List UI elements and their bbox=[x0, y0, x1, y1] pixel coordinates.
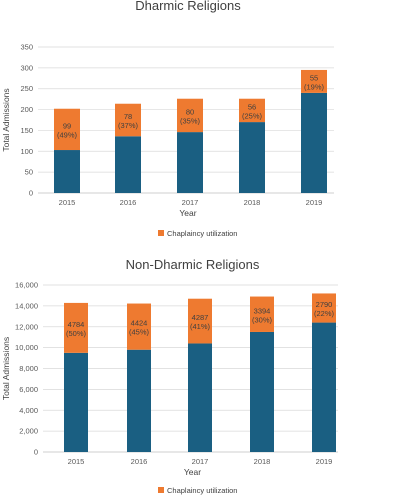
chart-1-data-label-value: 99 bbox=[63, 121, 71, 130]
chart-2-y-tick-label: 12,000 bbox=[15, 322, 38, 331]
chart-1-bar-base bbox=[239, 122, 265, 193]
chart-1-data-label-value: 80 bbox=[186, 107, 194, 116]
chart-1-bar-chaplaincy bbox=[301, 69, 327, 93]
chart-2-bar-base bbox=[64, 352, 88, 452]
chart-1-data-label-percent: (19%) bbox=[304, 82, 325, 91]
chart-2-y-tick-label: 10,000 bbox=[15, 343, 38, 352]
chart-2-legend-swatch bbox=[158, 487, 164, 493]
chart-1-data-label-percent: (37%) bbox=[118, 121, 139, 130]
chart-2-data-label-value: 4424 bbox=[131, 319, 148, 328]
chart-2-y-tick-label: 16,000 bbox=[15, 281, 38, 290]
chart-2-x-tick-label: 2016 bbox=[131, 457, 148, 466]
chart-2-bar-chaplaincy bbox=[250, 296, 274, 332]
chart-2-bar-chaplaincy bbox=[188, 298, 212, 344]
chart-2-data-label-percent: (45%) bbox=[129, 328, 150, 337]
chart-1-bar-chaplaincy bbox=[54, 108, 80, 151]
chart-2-data-label-percent: (41%) bbox=[190, 322, 211, 331]
chart-2-title: Non-Dharmic Religions bbox=[126, 257, 260, 272]
chart-1-data-label-percent: (35%) bbox=[180, 116, 201, 125]
chart-1-y-tick-label: 250 bbox=[20, 84, 33, 93]
chart-1-data-label-value: 56 bbox=[248, 102, 256, 111]
chart-2-x-tick-label: 2017 bbox=[192, 457, 209, 466]
chart-2-data-label-value: 2790 bbox=[316, 300, 333, 309]
chart-2-data-label-percent: (22%) bbox=[314, 309, 335, 318]
chart-1-data-label-percent: (25%) bbox=[242, 111, 263, 120]
chart-1-y-tick-label: 350 bbox=[20, 43, 33, 52]
chart-2-data-label-value: 3394 bbox=[254, 306, 271, 315]
chart-2-y-axis-label: Total Admissions bbox=[1, 337, 11, 400]
chart-2-x-axis-label: Year bbox=[184, 467, 201, 477]
chart-2-data-label-value: 4784 bbox=[68, 320, 85, 329]
chart-1-bar-base bbox=[115, 136, 141, 193]
chart-2-bar-base bbox=[250, 331, 274, 452]
chart-1-y-tick-label: 50 bbox=[25, 168, 33, 177]
chart-1-x-tick-label: 2017 bbox=[182, 198, 199, 207]
chart-1-x-tick-label: 2018 bbox=[244, 198, 261, 207]
chart-2-data-label-value: 4287 bbox=[192, 313, 209, 322]
chart-2-y-tick-label: 4,000 bbox=[19, 406, 38, 415]
chart-2-legend-label: Chaplaincy utilization bbox=[167, 486, 237, 495]
chart-1-y-tick-label: 150 bbox=[20, 126, 33, 135]
chart-1-data-label-value: 55 bbox=[310, 73, 318, 82]
chart-1-legend-label: Chaplaincy utilization bbox=[167, 229, 237, 238]
chart-1-title: Dharmic Religions bbox=[135, 0, 241, 13]
chart-1-y-tick-label: 300 bbox=[20, 63, 33, 72]
chart-1-y-axis-label: Total Admissions bbox=[1, 88, 11, 151]
chart-2-data-label-percent: (50%) bbox=[66, 329, 87, 338]
chart-1-data-label-value: 78 bbox=[124, 112, 132, 121]
chart-2-bar-chaplaincy bbox=[127, 303, 151, 350]
chart-1-bar-chaplaincy bbox=[115, 103, 141, 137]
chart-2-bar-base bbox=[188, 343, 212, 452]
chart-2-x-tick-label: 2015 bbox=[68, 457, 85, 466]
chart-2-bar-chaplaincy bbox=[64, 302, 88, 353]
chart-2-y-tick-label: 2,000 bbox=[19, 427, 38, 436]
chart-1-bar-chaplaincy bbox=[239, 98, 265, 123]
chart-1-bar-base bbox=[54, 150, 80, 193]
chart-2-data-label-percent: (30%) bbox=[252, 315, 273, 324]
chart-1-bar-base bbox=[177, 132, 203, 193]
chart-2-y-tick-label: 6,000 bbox=[19, 385, 38, 394]
chart-1-bar-chaplaincy bbox=[177, 98, 203, 133]
chart-1-x-tick-label: 2015 bbox=[59, 198, 76, 207]
chart-2-y-tick-label: 8,000 bbox=[19, 364, 38, 373]
chart-1-x-tick-label: 2019 bbox=[306, 198, 323, 207]
chart-2-bar-base bbox=[312, 322, 336, 452]
chart-2-bar-base bbox=[127, 349, 151, 452]
chart-1-bar-base bbox=[301, 92, 327, 193]
chart-1-x-tick-label: 2016 bbox=[120, 198, 137, 207]
chart-2-bar-chaplaincy bbox=[312, 293, 336, 323]
chart-1-y-tick-label: 100 bbox=[20, 147, 33, 156]
chart-2-x-tick-label: 2019 bbox=[316, 457, 333, 466]
chart-1-x-axis-label: Year bbox=[179, 208, 196, 218]
chart-1-y-tick-label: 200 bbox=[20, 105, 33, 114]
chart-2-y-tick-label: 0 bbox=[34, 448, 38, 457]
chart-1-legend-swatch bbox=[158, 230, 164, 236]
chart-1-y-tick-label: 0 bbox=[29, 189, 33, 198]
chart-2-y-tick-label: 14,000 bbox=[15, 301, 38, 310]
chart-2-x-tick-label: 2018 bbox=[254, 457, 271, 466]
chart-1-data-label-percent: (49%) bbox=[57, 130, 78, 139]
